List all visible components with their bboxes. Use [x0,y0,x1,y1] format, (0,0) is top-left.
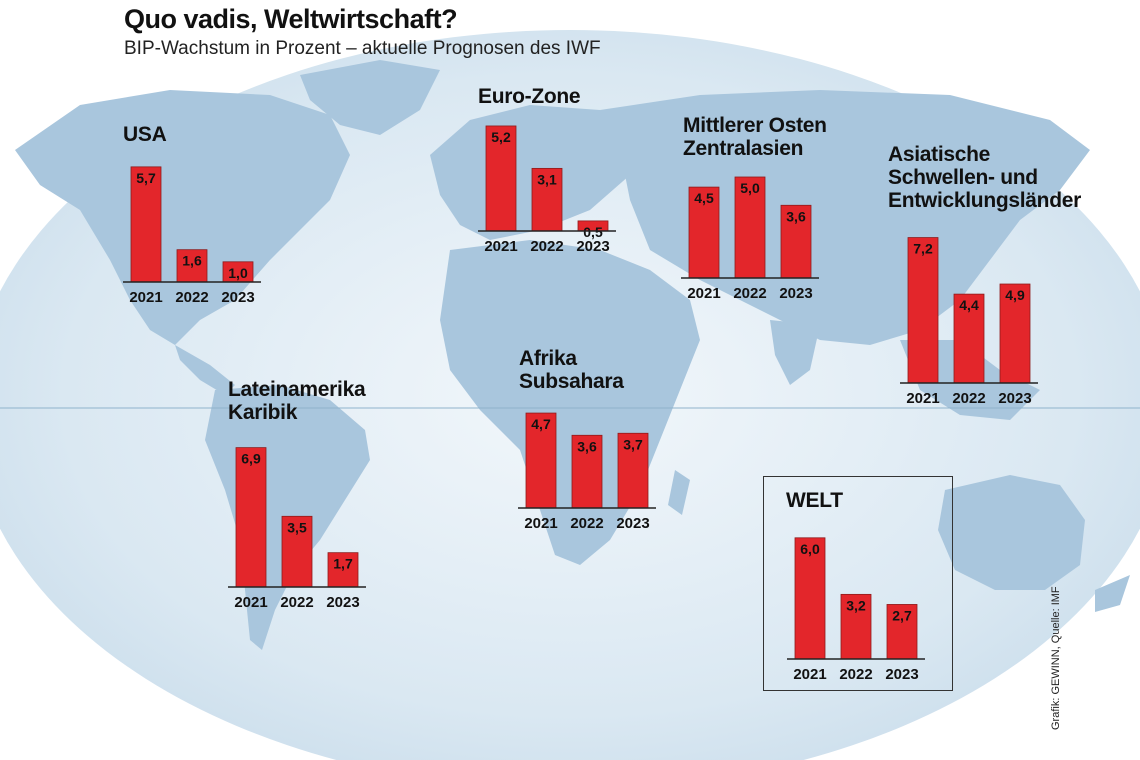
value-label-africa-2023: 3,7 [623,436,643,452]
tick-label-welt-2022: 2022 [839,666,872,683]
tick-label-middle-east-2023: 2023 [779,285,812,302]
value-label-euro-zone-2022: 3,1 [537,171,557,187]
bar-chart-usa: 5,7 2021 1,6 2022 1,0 2023 [123,166,261,306]
panel-title-middle-east: Mittlerer Osten Zentralasien [683,114,827,160]
value-label-usa-2022: 1,6 [182,253,202,269]
bar-middle-east-2023 [780,204,812,279]
tick-label-usa-2022: 2022 [175,289,208,306]
value-label-usa-2023: 1,0 [228,265,248,281]
panel-title-asia: Asiatische Schwellen- und Entwicklungslä… [888,143,1081,212]
welt-highlight-box [763,476,953,691]
chart-subtitle: BIP-Wachstum in Prozent – aktuelle Progn… [124,38,601,59]
tick-label-euro-zone-2023: 2023 [576,238,609,255]
panel-title-usa: USA [123,123,167,146]
value-label-welt-2021: 6,0 [800,541,820,557]
tick-label-asia-2021: 2021 [906,390,939,407]
bar-usa-2022 [176,249,208,283]
bar-latin-america-2022 [281,515,313,588]
tick-label-middle-east-2022: 2022 [733,285,766,302]
bar-latin-america-2021 [235,447,267,588]
bar-middle-east-2022 [734,176,766,279]
bar-chart-latin-america: 6,9 2021 3,5 2022 1,7 2023 [228,447,366,611]
bar-asia-2023 [999,283,1031,384]
panel-title-africa: Afrika Subsahara [519,347,624,393]
bar-welt-2023 [886,604,918,660]
value-label-middle-east-2023: 3,6 [786,208,806,224]
bar-euro-zone-2021 [485,125,517,232]
bar-euro-zone-2022 [531,167,563,232]
value-label-middle-east-2022: 5,0 [740,180,760,196]
tick-label-africa-2021: 2021 [524,515,557,532]
value-label-asia-2022: 4,4 [959,297,979,313]
value-label-latin-america-2022: 3,5 [287,519,307,535]
tick-label-welt-2021: 2021 [793,666,826,683]
value-label-usa-2021: 5,7 [136,170,156,186]
value-label-euro-zone-2021: 5,2 [491,129,511,145]
bar-welt-2022 [840,593,872,660]
tick-label-usa-2023: 2023 [221,289,254,306]
value-label-latin-america-2023: 1,7 [333,556,353,572]
chart-title: Quo vadis, Weltwirtschaft? [124,4,458,34]
bar-africa-2023 [617,432,649,509]
tick-label-usa-2021: 2021 [129,289,162,306]
bar-asia-2022 [953,293,985,384]
value-label-euro-zone-2023: 0,5 [583,224,603,240]
value-label-africa-2022: 3,6 [577,438,597,454]
panel-title-euro-zone: Euro-Zone [478,85,581,108]
tick-label-welt-2023: 2023 [885,666,918,683]
bar-welt-2021 [794,537,826,660]
value-label-latin-america-2021: 6,9 [241,451,261,467]
tick-label-africa-2023: 2023 [616,515,649,532]
bar-middle-east-2021 [688,186,720,279]
value-label-asia-2023: 4,9 [1005,287,1025,303]
value-label-middle-east-2021: 4,5 [694,190,714,206]
tick-label-asia-2023: 2023 [998,390,1031,407]
tick-label-africa-2022: 2022 [570,515,603,532]
bar-africa-2022 [571,434,603,509]
bar-asia-2021 [907,237,939,384]
panel-title-welt: WELT [786,489,843,512]
panel-title-latin-america: Lateinamerika Karibik [228,378,366,424]
tick-label-latin-america-2022: 2022 [280,594,313,611]
bar-chart-asia: 7,2 2021 4,4 2022 4,9 2023 [900,237,1038,407]
tick-label-latin-america-2021: 2021 [234,594,267,611]
bar-africa-2021 [525,412,557,509]
tick-label-euro-zone-2021: 2021 [484,238,517,255]
tick-label-middle-east-2021: 2021 [687,285,720,302]
value-label-asia-2021: 7,2 [913,241,933,257]
tick-label-euro-zone-2022: 2022 [530,238,563,255]
bar-usa-2021 [130,166,162,283]
bar-chart-africa: 4,7 2021 3,6 2022 3,7 2023 [518,412,656,532]
tick-label-asia-2022: 2022 [952,390,985,407]
value-label-africa-2021: 4,7 [531,416,551,432]
tick-label-latin-america-2023: 2023 [326,594,359,611]
value-label-welt-2022: 3,2 [846,597,866,613]
bar-chart-middle-east: 4,5 2021 5,0 2022 3,6 2023 [681,176,819,302]
bar-chart-welt: 6,0 2021 3,2 2022 2,7 2023 [787,537,925,683]
value-label-welt-2023: 2,7 [892,607,912,623]
new-zealand-shape [1095,575,1130,612]
